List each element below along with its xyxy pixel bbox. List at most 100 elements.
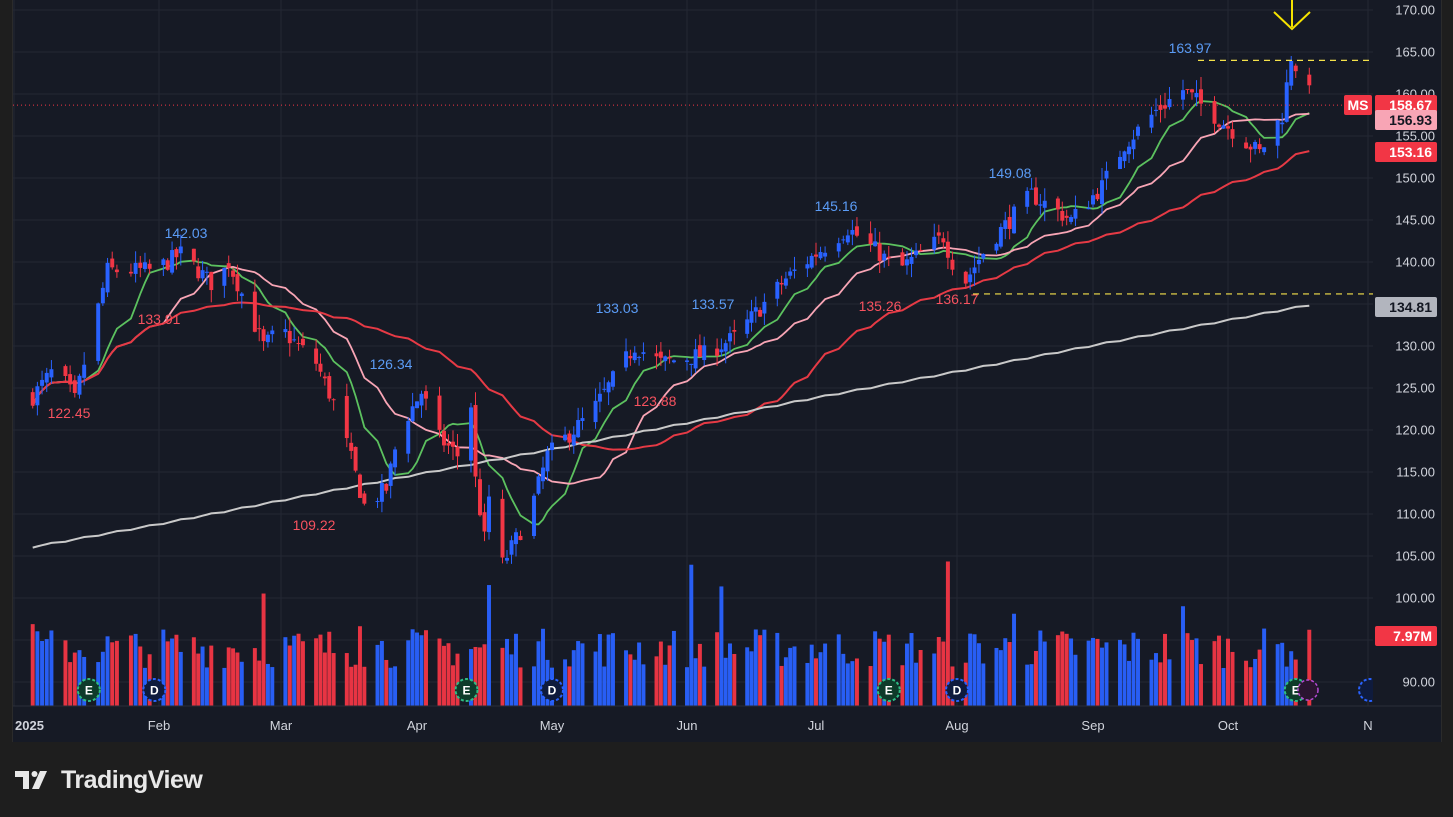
price-tick-label: 145.00 <box>1395 213 1435 228</box>
candle <box>442 424 446 453</box>
event-marker-label: E <box>885 684 893 698</box>
candle <box>231 267 236 285</box>
earnings-marker-icon[interactable]: E <box>454 678 479 702</box>
volume-bar <box>322 652 327 706</box>
volume-bar <box>1280 642 1285 706</box>
earnings-marker-icon[interactable]: E <box>876 678 901 702</box>
candle-body <box>393 449 398 468</box>
candle <box>322 372 327 386</box>
ma-line <box>31 112 1310 485</box>
candle <box>35 381 40 416</box>
candle <box>775 279 780 307</box>
earnings-marker-icon[interactable]: E <box>76 678 101 702</box>
price-tick-label: 90.00 <box>1402 675 1435 690</box>
time-tick-label: Feb <box>148 718 170 733</box>
volume-bar <box>532 666 536 706</box>
candle-body <box>671 360 676 363</box>
volume-bar <box>442 645 446 706</box>
candle-body <box>482 512 487 532</box>
candle <box>1029 177 1034 190</box>
volume-bar <box>226 647 231 706</box>
volume-bar <box>478 647 482 706</box>
candle <box>877 231 882 274</box>
volume-bar <box>1100 647 1104 706</box>
chart-frame[interactable]: 122.45 142.03 133.91 109.22 126.34 133.03 123.… <box>12 0 1442 742</box>
time-tick-label: Oct <box>1218 718 1239 733</box>
price-annotation: 145.16 <box>815 198 858 214</box>
candle-body <box>571 434 576 446</box>
volume-bar <box>1025 664 1030 706</box>
candle-body <box>1149 114 1154 128</box>
volume-bar <box>936 637 941 706</box>
candle <box>283 319 288 338</box>
candle-body <box>597 393 602 402</box>
volume-bar <box>745 647 750 706</box>
candle <box>147 259 152 275</box>
candle-body <box>873 241 878 247</box>
volume-bar <box>571 650 576 706</box>
price-badge-value: 158.67 <box>1389 97 1432 113</box>
volume-bar <box>602 666 607 706</box>
candle-body <box>1284 82 1289 122</box>
volume-bar <box>1194 638 1199 706</box>
candle <box>532 493 536 539</box>
candle-body <box>658 351 663 358</box>
candle-body <box>1122 151 1127 162</box>
candle <box>1007 204 1012 240</box>
price-chart[interactable]: 122.45 142.03 133.91 109.22 126.34 133.03 123.… <box>13 0 1441 742</box>
volume-bar <box>685 667 689 706</box>
candle-body <box>1280 122 1285 125</box>
volume-bar <box>283 637 288 706</box>
volume-bar <box>1226 638 1230 706</box>
candle-body <box>610 371 615 387</box>
candle <box>779 275 784 295</box>
candle <box>204 266 209 285</box>
candle <box>1073 195 1078 226</box>
candle <box>805 256 810 278</box>
candle-body <box>349 442 354 451</box>
candle-body <box>1158 105 1163 110</box>
candle-body <box>1069 217 1074 222</box>
candle <box>998 223 1003 249</box>
candle <box>1212 96 1217 134</box>
volume-bar <box>1248 667 1253 706</box>
price-annotation: 135.26 <box>859 298 902 314</box>
grid <box>13 0 1373 706</box>
volume-bar <box>1221 667 1226 706</box>
candle <box>1131 129 1136 160</box>
candle <box>749 299 754 332</box>
candle-body <box>758 309 763 317</box>
candle <box>300 332 305 348</box>
volume-bar <box>388 667 393 706</box>
volume-bar <box>72 652 77 706</box>
candle <box>388 461 393 499</box>
price-tick-label: 115.00 <box>1396 465 1435 480</box>
candle-body <box>44 372 49 383</box>
volume-bar <box>715 632 720 706</box>
candle-body <box>981 253 986 259</box>
candle-body <box>1257 144 1262 150</box>
candle <box>685 357 689 371</box>
dividend-marker-icon[interactable]: D <box>945 678 969 702</box>
candle <box>235 264 240 301</box>
volume-bar <box>932 653 937 706</box>
price-annotation: 149.08 <box>989 165 1032 181</box>
candle <box>1307 67 1312 94</box>
time-axis[interactable]: 2025 Feb Mar Apr May Jun Jul Aug Sep Oct N <box>13 705 1441 733</box>
dividend-marker-icon[interactable]: D <box>142 678 167 702</box>
dividend-marker-icon[interactable]: D <box>540 678 564 702</box>
candle <box>1217 123 1221 131</box>
tradingview-brand[interactable]: TradingView <box>15 764 203 796</box>
candle-body <box>976 259 981 265</box>
volume-bar <box>231 648 236 706</box>
candle-body <box>487 496 491 533</box>
candle <box>487 484 491 540</box>
volume-bar <box>1055 635 1060 706</box>
candle <box>1127 141 1131 163</box>
volume-bar <box>133 633 138 706</box>
volume-bar <box>723 657 728 706</box>
candle <box>344 383 349 448</box>
candle-body <box>1029 188 1034 190</box>
volume-bar <box>257 660 262 706</box>
candle <box>671 359 676 364</box>
